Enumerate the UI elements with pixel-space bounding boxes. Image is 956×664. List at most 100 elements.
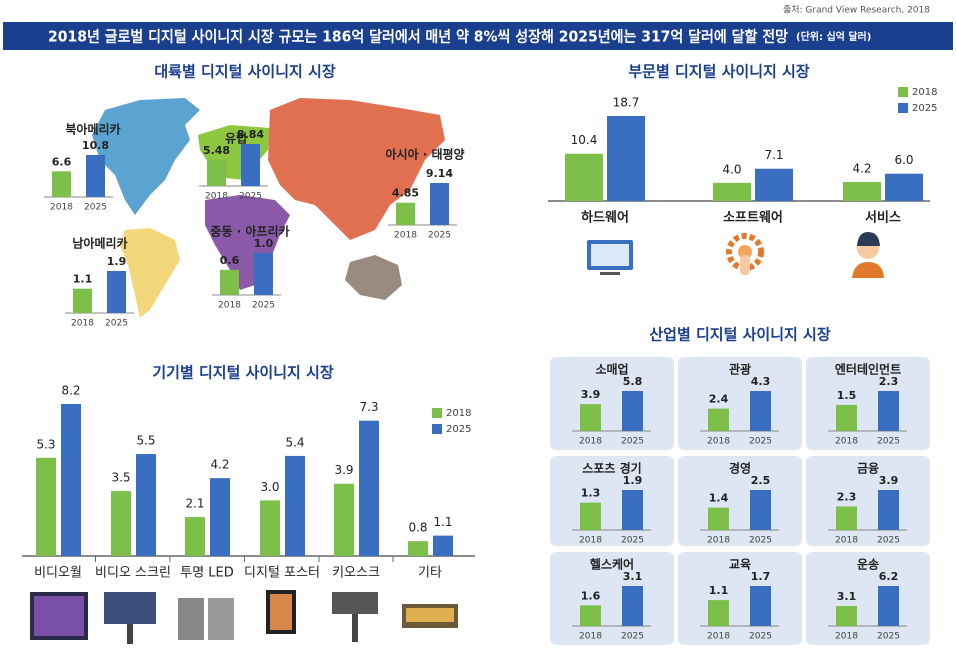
value-label: 3.1 (837, 590, 857, 603)
chart-title: 대륙별 디지털 사이니지 시장 (154, 63, 335, 81)
value-label: 2.5 (751, 474, 771, 487)
bar (878, 586, 899, 626)
bar (433, 535, 453, 556)
bar (755, 168, 793, 201)
value-label: 6.0 (894, 153, 913, 167)
bar (185, 517, 205, 556)
year-label: 2025 (749, 437, 772, 447)
value-label: 0.8 (408, 521, 427, 535)
x-tick-label: 기타 (418, 566, 442, 581)
year-label: 2018 (707, 437, 730, 447)
bar (622, 586, 643, 626)
bar (885, 173, 923, 201)
value-label: 2.4 (709, 393, 729, 406)
bar (52, 171, 71, 197)
device-photos (30, 590, 458, 644)
x-tick-label: 투명 LED (180, 566, 234, 581)
bar (430, 183, 449, 225)
bar (622, 391, 643, 431)
legend-label: 2025 (446, 424, 471, 435)
category-label: 유럽 (225, 132, 247, 146)
value-label: 1.1 (433, 515, 452, 529)
chart-title: 산업별 디지털 사이니지 시장 (649, 326, 830, 344)
year-label: 2025 (877, 632, 900, 642)
bar (580, 502, 601, 530)
bar (86, 155, 105, 197)
bar (750, 586, 771, 626)
category-label: 남아메리카 (72, 236, 127, 251)
icon-software (726, 233, 764, 275)
value-label: 3.9 (879, 474, 899, 487)
value-label: 2.1 (185, 497, 204, 511)
icon-hardware (587, 240, 633, 275)
legend-swatch (898, 103, 908, 113)
bar (210, 478, 230, 556)
bar (580, 605, 601, 626)
bar (713, 182, 751, 201)
year-label: 2025 (877, 437, 900, 447)
year-label: 2018 (394, 231, 417, 241)
value-label: 4.2 (852, 161, 871, 175)
bar (260, 500, 280, 556)
bar (607, 116, 645, 201)
value-label: 8.2 (61, 384, 80, 398)
bar (836, 404, 857, 431)
value-label: 5.3 (36, 437, 55, 451)
x-tick-label: 키오스크 (332, 566, 380, 581)
value-label: 1.5 (837, 389, 857, 402)
legend-label: 2018 (912, 87, 937, 98)
year-label: 2025 (749, 632, 772, 642)
value-label: 10.4 (571, 133, 598, 147)
year-label: 2018 (707, 632, 730, 642)
bar (843, 181, 881, 201)
value-label: 5.8 (623, 375, 643, 388)
bar (708, 408, 729, 431)
year-label: 2018 (71, 319, 94, 329)
year-label: 2025 (621, 536, 644, 546)
value-label: 1.3 (581, 487, 601, 500)
bar (708, 600, 729, 626)
x-tick-label: 비디오월 (34, 566, 82, 581)
category-label: 금융 (857, 461, 879, 476)
bar (878, 391, 899, 431)
year-label: 2025 (428, 231, 451, 241)
year-label: 2018 (835, 536, 858, 546)
value-label: 1.6 (581, 589, 601, 602)
chart-title: 기기별 디지털 사이니지 시장 (152, 364, 333, 382)
legend-label: 2018 (446, 408, 471, 419)
bar (750, 391, 771, 431)
category-label: 경영 (729, 461, 751, 476)
value-label: 5.5 (136, 434, 155, 448)
year-label: 2018 (579, 437, 602, 447)
bar (61, 404, 81, 556)
bar (136, 454, 156, 556)
x-tick-label: 디지털 포스터 (244, 566, 320, 581)
value-label: 1.1 (73, 273, 93, 286)
value-label: 3.0 (260, 480, 279, 494)
value-label: 10.8 (82, 139, 109, 152)
bar (359, 420, 379, 556)
value-label: 4.0 (722, 162, 741, 176)
x-tick-label: 하드웨어 (581, 210, 629, 226)
bar (73, 288, 92, 313)
category-label: 아시아 · 태평양 (385, 147, 464, 162)
year-label: 2018 (707, 536, 730, 546)
value-label: 1.4 (709, 492, 729, 505)
value-label: 4.3 (751, 375, 771, 388)
category-label: 소매업 (595, 362, 628, 377)
category-label: 관광 (729, 362, 751, 377)
bar (107, 271, 126, 313)
value-label: 8.84 (237, 128, 264, 141)
value-label: 5.48 (203, 144, 230, 157)
bar (36, 457, 56, 556)
value-label: 1.0 (254, 237, 274, 250)
bar (750, 490, 771, 530)
value-label: 1.7 (751, 570, 771, 583)
bar (408, 541, 428, 556)
year-label: 2025 (877, 536, 900, 546)
value-label: 1.1 (709, 584, 729, 597)
category-label: 중동 · 아프리카 (210, 224, 289, 239)
bar (878, 490, 899, 530)
value-label: 5.4 (285, 435, 304, 449)
x-tick-label: 소프트웨어 (723, 210, 783, 226)
